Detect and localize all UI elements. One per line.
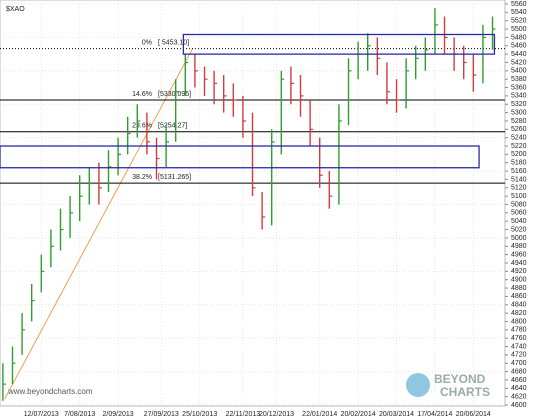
y-tick-label: 4600 — [511, 402, 527, 409]
y-tick-label: 5440 — [511, 51, 527, 58]
y-tick-label: 4660 — [511, 377, 527, 384]
y-tick-label: 4680 — [511, 368, 527, 375]
y-tick-label: 5380 — [511, 76, 527, 83]
y-tick-label: 5240 — [511, 135, 527, 142]
x-tick-label: 20/12/2013 — [259, 411, 294, 418]
fib-value: [5330.095] — [158, 91, 191, 98]
fib-value: [5254.27] — [158, 123, 187, 130]
x-tick-label: 20/06/2014 — [456, 411, 491, 418]
y-tick-label: 5480 — [511, 34, 527, 41]
y-tick-label: 4980 — [511, 243, 527, 250]
fib-pct: 0% — [142, 39, 152, 46]
zone-box — [182, 33, 496, 55]
y-tick-label: 5400 — [511, 68, 527, 75]
y-tick-label: 5120 — [511, 185, 527, 192]
x-tick-label: 22/01/2014 — [302, 411, 337, 418]
x-tick-label: 27/09/2013 — [144, 411, 179, 418]
x-tick-label: 2/09/2013 — [103, 411, 134, 418]
logo-icon — [406, 373, 430, 397]
x-tick-label: 17/04/2014 — [417, 411, 452, 418]
y-tick-label: 5160 — [511, 168, 527, 175]
y-tick-label: 5180 — [511, 160, 527, 167]
x-tick-label: 12/07/2013 — [24, 411, 59, 418]
y-tick-label: 4840 — [511, 302, 527, 309]
fib-value: [ 5453.10] — [158, 39, 189, 46]
plot-frame — [0, 0, 506, 407]
y-tick-label: 5320 — [511, 101, 527, 108]
y-tick-label: 4900 — [511, 277, 527, 284]
y-tick-label: 5540 — [511, 9, 527, 16]
fib-pct: 38.2% — [132, 174, 152, 181]
y-tick-label: 4800 — [511, 318, 527, 325]
y-tick-label: 5360 — [511, 84, 527, 91]
y-tick-label: 5340 — [511, 93, 527, 100]
y-tick-label: 5280 — [511, 118, 527, 125]
y-tick-label: 5200 — [511, 151, 527, 158]
fib-value: [5131.265] — [158, 174, 191, 181]
y-tick-label: 5560 — [511, 1, 527, 8]
y-tick-label: 4920 — [511, 268, 527, 275]
y-tick-label: 5060 — [511, 210, 527, 217]
y-tick-label: 4760 — [511, 335, 527, 342]
y-tick-label: 4720 — [511, 352, 527, 359]
y-tick-label: 4780 — [511, 327, 527, 334]
y-tick-label: 4960 — [511, 251, 527, 258]
y-tick-label: 5520 — [511, 18, 527, 25]
zone-box — [0, 145, 480, 169]
y-tick-label: 4640 — [511, 385, 527, 392]
x-tick-label: 20/03/2014 — [379, 411, 414, 418]
y-tick-label: 5020 — [511, 226, 527, 233]
y-tick-label: 5100 — [511, 193, 527, 200]
y-tick-label: 5420 — [511, 59, 527, 66]
y-tick-label: 5500 — [511, 26, 527, 33]
fib-pct: 23.6% — [132, 123, 152, 130]
y-tick-label: 4620 — [511, 393, 527, 400]
fib-pct: 14.6% — [132, 91, 152, 98]
logo-text: BEYOND — [434, 372, 486, 386]
y-tick-label: 5260 — [511, 126, 527, 133]
watermark: www.beyondcharts.com — [7, 387, 93, 396]
logo: BEYOND CHARTS — [406, 372, 490, 399]
y-tick-label: 5040 — [511, 218, 527, 225]
y-tick-label: 4700 — [511, 360, 527, 367]
y-tick-label: 5140 — [511, 176, 527, 183]
y-tick-label: 4940 — [511, 260, 527, 267]
y-tick-label: 4880 — [511, 285, 527, 292]
x-tick-label: 25/10/2013 — [182, 411, 217, 418]
trendline — [4, 47, 194, 399]
x-tick-label: 20/02/2014 — [341, 411, 376, 418]
y-tick-label: 5220 — [511, 143, 527, 150]
y-tick-label: 4860 — [511, 293, 527, 300]
y-tick-label: 5000 — [511, 235, 527, 242]
y-tick-label: 4820 — [511, 310, 527, 317]
x-tick-label: 22/11/2013 — [226, 411, 261, 418]
y-tick-label: 4740 — [511, 343, 527, 350]
y-tick-label: 5460 — [511, 43, 527, 50]
logo-text: CHARTS — [440, 385, 490, 399]
chart-title: $XAO — [6, 6, 25, 13]
y-tick-label: 5080 — [511, 201, 527, 208]
x-tick-label: 7/08/2013 — [64, 411, 95, 418]
y-tick-label: 5300 — [511, 109, 527, 116]
